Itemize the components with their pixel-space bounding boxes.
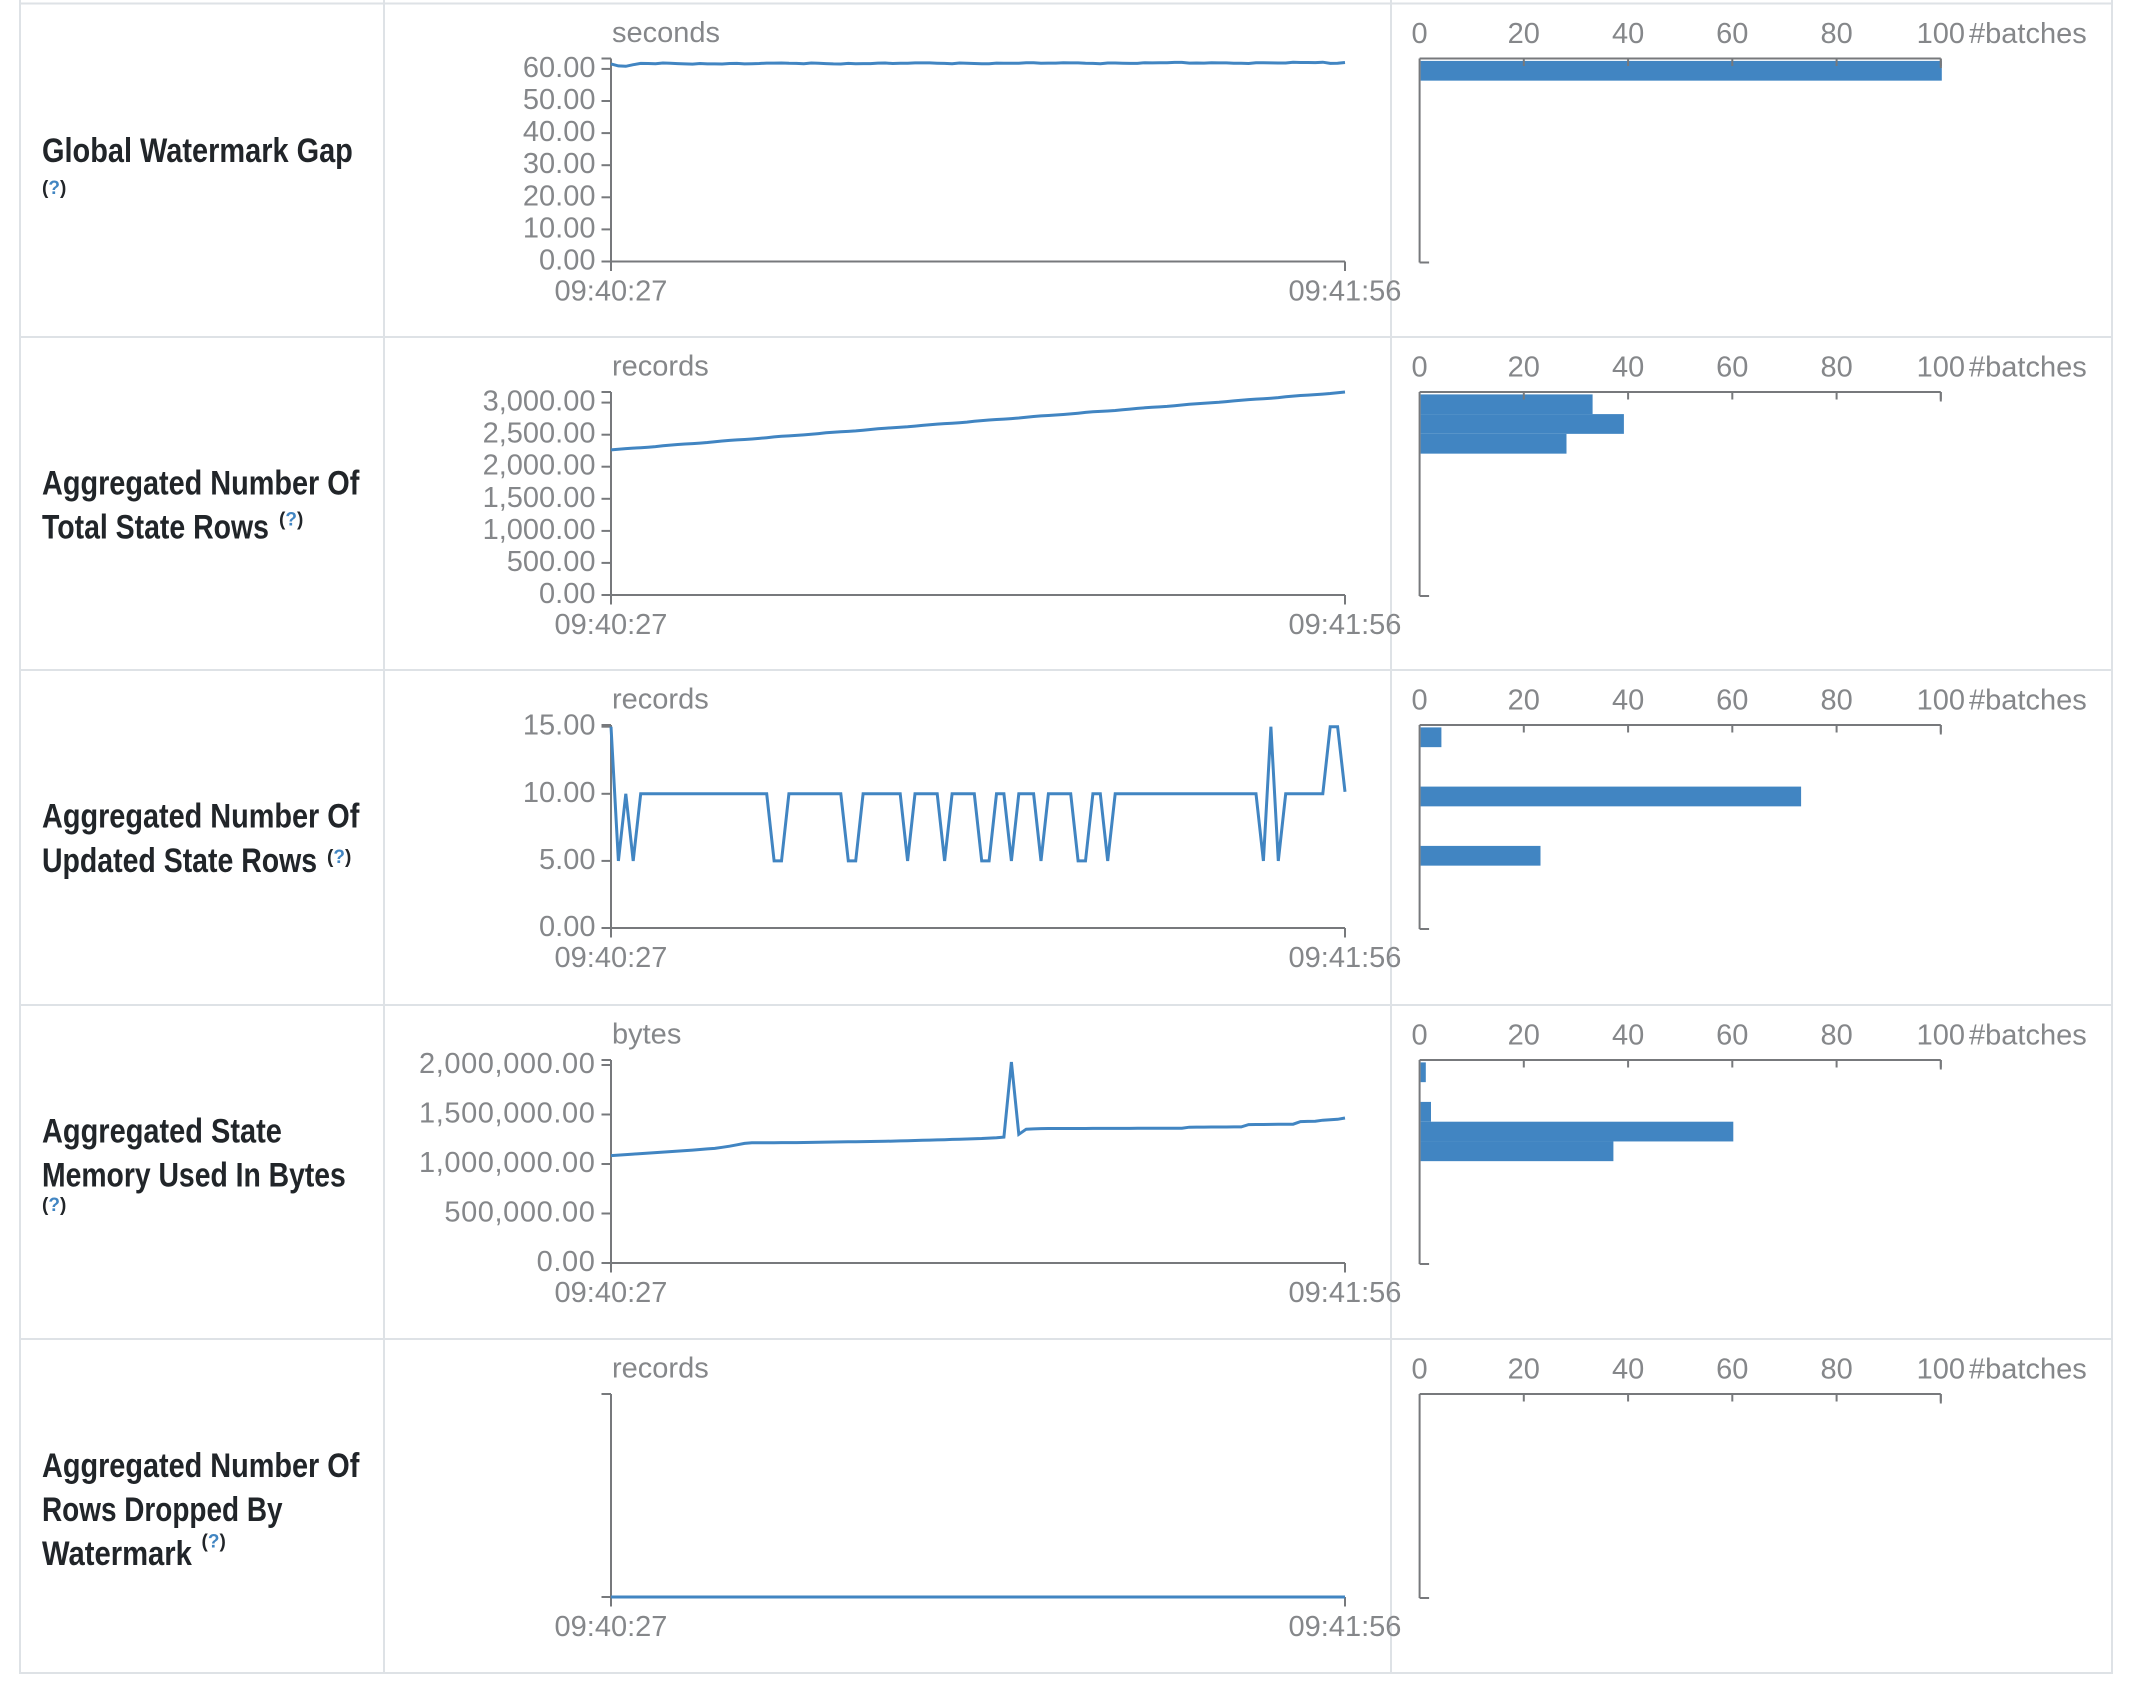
svg-text:60: 60 — [1716, 685, 1748, 717]
svg-text:(?): (?) — [202, 1532, 226, 1553]
svg-text:2,500.00: 2,500.00 — [483, 418, 596, 450]
svg-text:bytes: bytes — [612, 1019, 681, 1051]
svg-text:80: 80 — [1820, 685, 1852, 717]
svg-text:100: 100 — [1917, 1354, 1965, 1386]
svg-text:10.00: 10.00 — [523, 212, 596, 244]
svg-text:Aggregated State: Aggregated State — [42, 1111, 282, 1150]
svg-text:seconds: seconds — [612, 17, 720, 49]
svg-text:0.00: 0.00 — [539, 911, 595, 943]
svg-text:20: 20 — [1508, 352, 1540, 384]
svg-text:09:41:56: 09:41:56 — [1289, 276, 1402, 308]
svg-text:09:41:56: 09:41:56 — [1289, 942, 1402, 974]
svg-text:1,500.00: 1,500.00 — [483, 482, 596, 514]
svg-text:60: 60 — [1716, 1354, 1748, 1386]
svg-text:Aggregated Number Of: Aggregated Number Of — [42, 796, 360, 835]
svg-text:09:41:56: 09:41:56 — [1289, 609, 1402, 641]
svg-text:records: records — [612, 351, 709, 383]
svg-text:(?): (?) — [42, 178, 66, 199]
svg-text:Memory Used In Bytes: Memory Used In Bytes — [42, 1156, 346, 1194]
svg-text:20: 20 — [1508, 1354, 1540, 1386]
svg-text:40: 40 — [1612, 1020, 1644, 1052]
svg-text:09:40:27: 09:40:27 — [555, 276, 668, 308]
svg-text:80: 80 — [1820, 1020, 1852, 1052]
svg-text:40: 40 — [1612, 18, 1644, 50]
svg-text:100: 100 — [1917, 685, 1965, 717]
svg-text:80: 80 — [1820, 352, 1852, 384]
svg-text:0.00: 0.00 — [539, 245, 595, 277]
svg-text:500.00: 500.00 — [507, 546, 596, 578]
svg-text:(?): (?) — [327, 847, 351, 868]
svg-text:09:40:27: 09:40:27 — [555, 1277, 668, 1309]
svg-text:20: 20 — [1508, 18, 1540, 50]
svg-text:09:41:56: 09:41:56 — [1289, 1611, 1402, 1643]
svg-text:60: 60 — [1716, 1020, 1748, 1052]
svg-text:#batches: #batches — [1969, 1354, 2087, 1386]
svg-text:0: 0 — [1412, 18, 1428, 50]
svg-text:0.00: 0.00 — [539, 578, 595, 610]
svg-text:40: 40 — [1612, 352, 1644, 384]
svg-text:Aggregated Number Of: Aggregated Number Of — [42, 463, 360, 502]
svg-text:Watermark: Watermark — [42, 1534, 192, 1573]
svg-text:1,000.00: 1,000.00 — [483, 514, 596, 546]
svg-text:15.00: 15.00 — [523, 710, 596, 742]
svg-text:500,000.00: 500,000.00 — [444, 1197, 595, 1229]
svg-text:80: 80 — [1820, 18, 1852, 50]
svg-text:100: 100 — [1917, 352, 1965, 384]
svg-text:60.00: 60.00 — [523, 52, 596, 84]
svg-text:60: 60 — [1716, 18, 1748, 50]
svg-text:#batches: #batches — [1969, 18, 2087, 50]
svg-text:1,000,000.00: 1,000,000.00 — [419, 1147, 596, 1179]
svg-text:20: 20 — [1508, 685, 1540, 717]
svg-text:09:40:27: 09:40:27 — [555, 1611, 668, 1643]
svg-text:#batches: #batches — [1969, 685, 2087, 717]
svg-text:0: 0 — [1412, 352, 1428, 384]
svg-text:0.00: 0.00 — [537, 1246, 596, 1278]
svg-text:40.00: 40.00 — [523, 116, 596, 148]
svg-text:20.00: 20.00 — [523, 180, 596, 212]
svg-text:100: 100 — [1917, 1020, 1965, 1052]
svg-text:Global Watermark Gap: Global Watermark Gap — [42, 131, 353, 170]
svg-text:0: 0 — [1412, 1354, 1428, 1386]
svg-text:0: 0 — [1412, 685, 1428, 717]
svg-text:09:41:56: 09:41:56 — [1289, 1277, 1402, 1309]
svg-text:30.00: 30.00 — [523, 148, 596, 180]
svg-text:5.00: 5.00 — [539, 844, 595, 876]
svg-text:1,500,000.00: 1,500,000.00 — [419, 1098, 596, 1130]
svg-text:3,000.00: 3,000.00 — [483, 386, 596, 418]
svg-text:40: 40 — [1612, 1354, 1644, 1386]
svg-text:10.00: 10.00 — [523, 777, 596, 809]
svg-text:Aggregated Number Of: Aggregated Number Of — [42, 1446, 360, 1485]
svg-text:records: records — [612, 1353, 709, 1385]
svg-text:records: records — [612, 684, 709, 716]
svg-text:(?): (?) — [42, 1195, 66, 1216]
svg-text:Total State Rows: Total State Rows — [42, 508, 269, 546]
svg-text:(?): (?) — [279, 510, 303, 531]
svg-text:100: 100 — [1917, 18, 1965, 50]
svg-text:0: 0 — [1412, 1020, 1428, 1052]
svg-text:#batches: #batches — [1969, 1020, 2087, 1052]
svg-text:09:40:27: 09:40:27 — [555, 942, 668, 974]
svg-text:09:40:27: 09:40:27 — [555, 609, 668, 641]
svg-text:Updated State Rows: Updated State Rows — [42, 842, 317, 880]
svg-text:40: 40 — [1612, 685, 1644, 717]
svg-text:50.00: 50.00 — [523, 84, 596, 116]
svg-text:20: 20 — [1508, 1020, 1540, 1052]
svg-text:#batches: #batches — [1969, 352, 2087, 384]
svg-text:2,000,000.00: 2,000,000.00 — [419, 1048, 596, 1080]
svg-text:80: 80 — [1820, 1354, 1852, 1386]
svg-text:60: 60 — [1716, 352, 1748, 384]
svg-text:Rows Dropped By: Rows Dropped By — [42, 1490, 283, 1528]
svg-text:2,000.00: 2,000.00 — [483, 450, 596, 482]
